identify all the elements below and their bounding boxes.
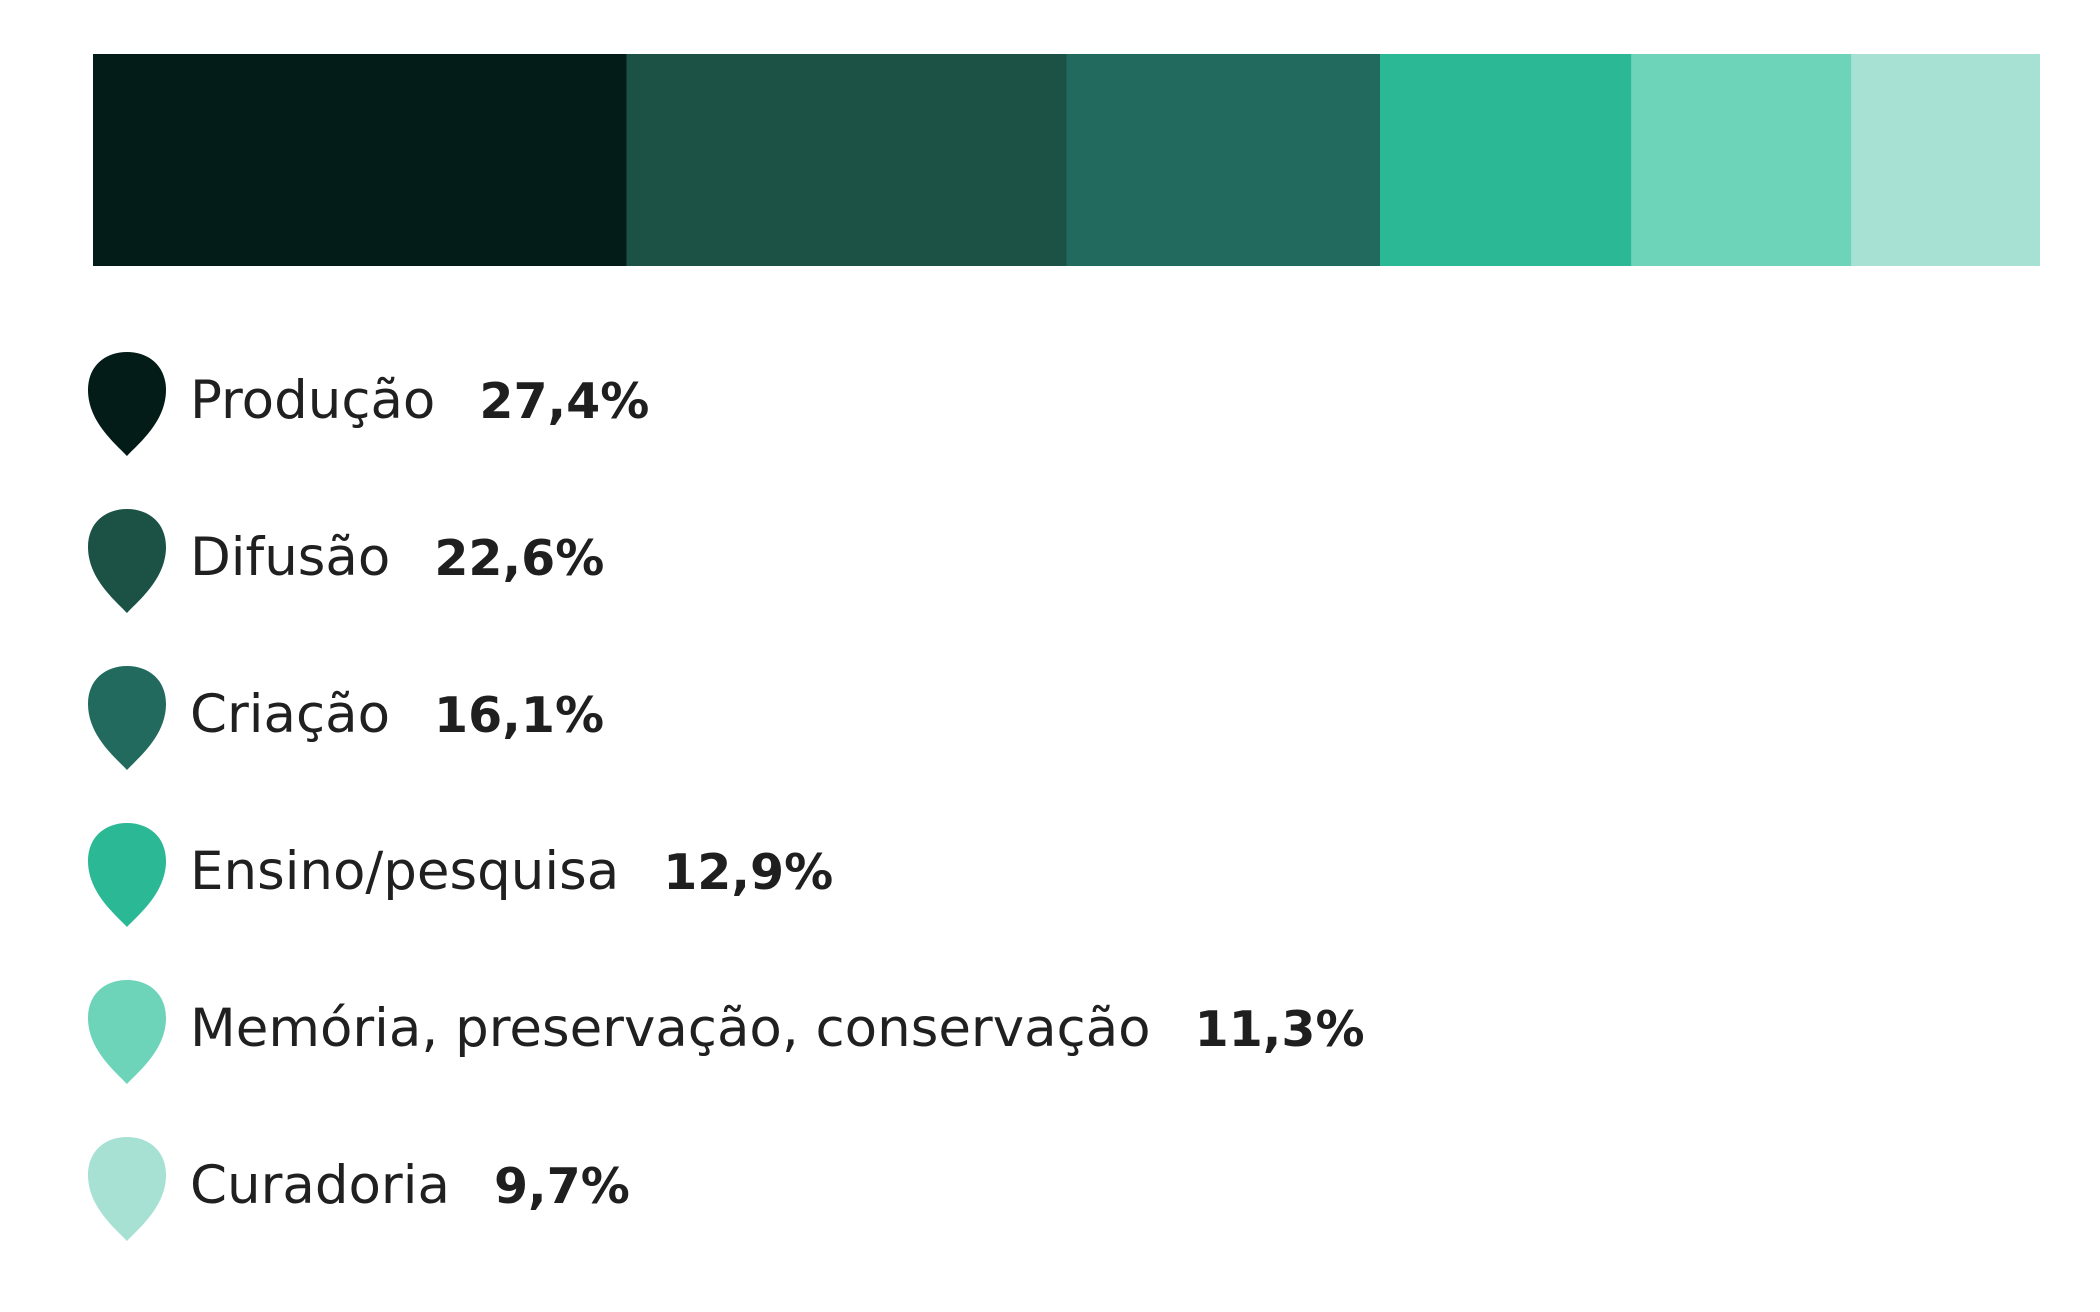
legend-label: Ensino/pesquisa xyxy=(190,841,620,902)
bar-segment-5 xyxy=(1631,54,1852,266)
legend-value: 12,9% xyxy=(663,844,834,901)
bar-segment-4 xyxy=(1379,54,1632,266)
bar-segment-1 xyxy=(93,54,627,266)
legend-item: Criação 16,1% xyxy=(88,666,1588,823)
legend-label: Memória, preservação, conservação xyxy=(190,998,1151,1059)
legend-value: 16,1% xyxy=(434,687,605,744)
legend-item: Memória, preservação, conservação 11,3% xyxy=(88,980,1588,1137)
legend-item: Difusão 22,6% xyxy=(88,509,1588,666)
legend-item: Produção 27,4% xyxy=(88,352,1588,509)
teardrop-marker-icon xyxy=(88,980,166,1084)
legend-label: Difusão xyxy=(190,527,391,588)
legend-value: 9,7% xyxy=(493,1158,630,1215)
legend-label: Curadoria xyxy=(190,1155,450,1216)
teardrop-marker-icon xyxy=(88,1137,166,1241)
legend-label: Produção xyxy=(190,370,436,431)
legend-value: 11,3% xyxy=(1194,1001,1365,1058)
bar-segment-3 xyxy=(1066,54,1381,266)
stacked-bar xyxy=(93,54,2040,266)
legend-value: 27,4% xyxy=(479,373,650,430)
legend-item: Curadoria 9,7% xyxy=(88,1137,1588,1294)
bar-segment-2 xyxy=(626,54,1067,266)
teardrop-marker-icon xyxy=(88,509,166,613)
legend-item: Ensino/pesquisa 12,9% xyxy=(88,823,1588,980)
bar-segment-6 xyxy=(1851,54,2040,266)
legend-value: 22,6% xyxy=(434,530,605,587)
legend-label: Criação xyxy=(190,684,391,745)
legend: Produção 27,4% Difusão 22,6% Criação 16,1% Ens… xyxy=(88,352,1588,1294)
teardrop-marker-icon xyxy=(88,666,166,770)
teardrop-marker-icon xyxy=(88,352,166,456)
teardrop-marker-icon xyxy=(88,823,166,927)
